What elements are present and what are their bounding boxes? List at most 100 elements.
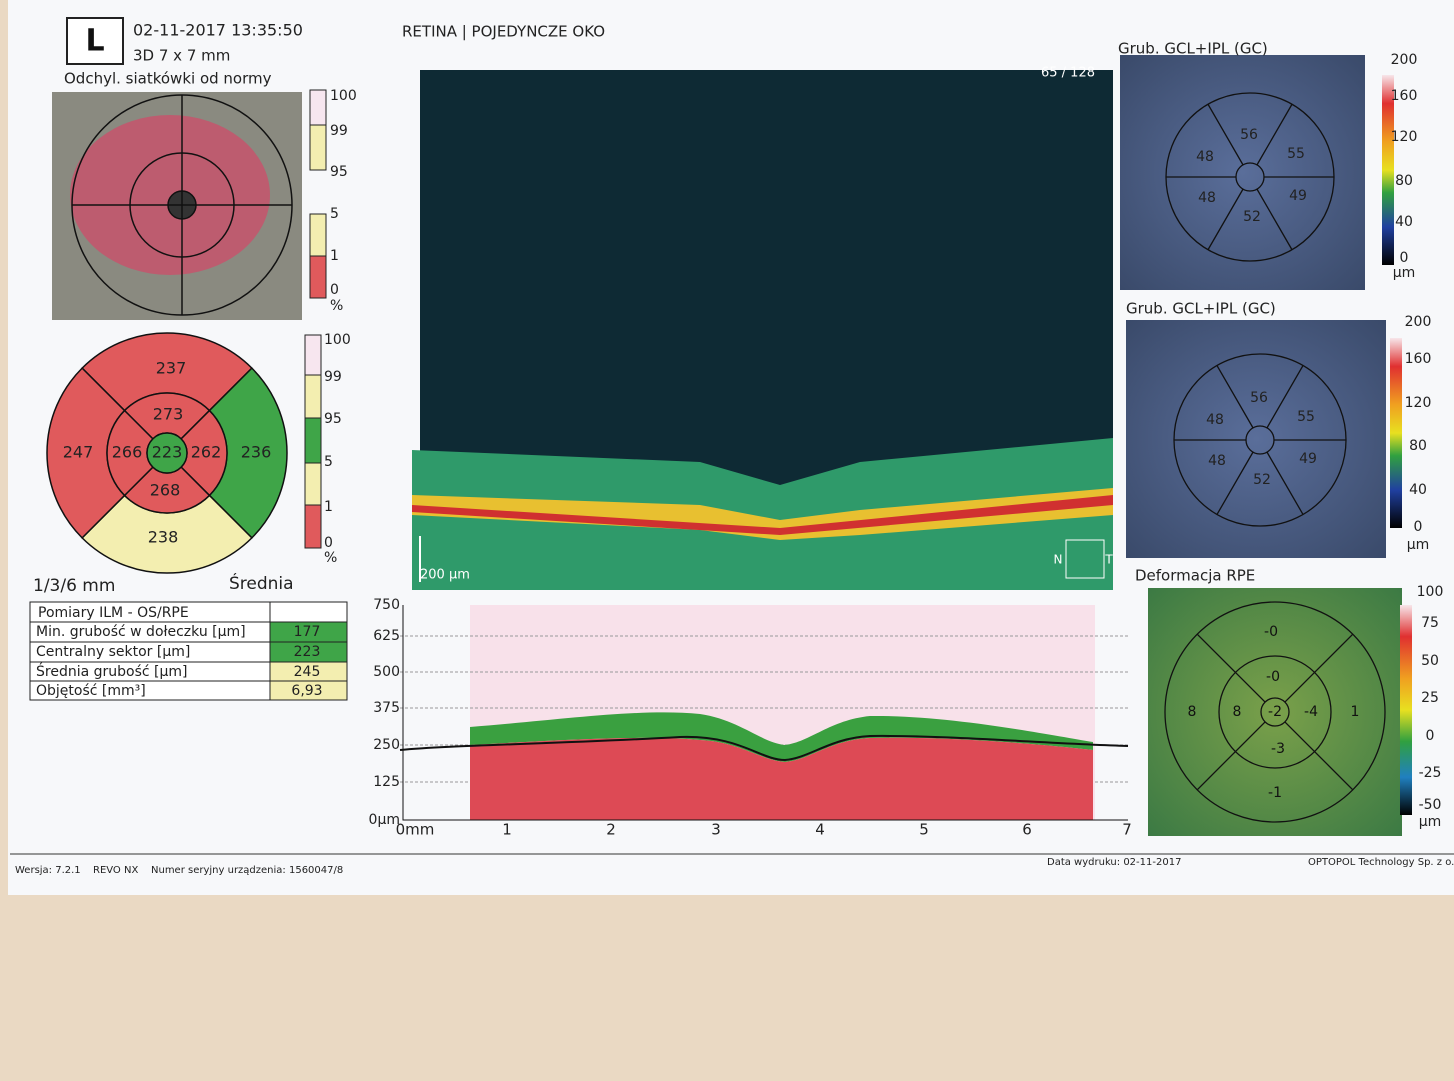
label: 40: [1395, 214, 1413, 230]
label: -3: [1271, 741, 1285, 757]
label: Średnia grubość [µm]: [36, 662, 188, 680]
label: T: [1104, 553, 1113, 567]
label: OPTOPOL Technology Sp. z o.o: [1308, 857, 1454, 868]
label: 237: [156, 359, 187, 378]
label: 95: [324, 411, 342, 427]
label: Centralny sektor [µm]: [36, 644, 190, 660]
label: 268: [150, 481, 181, 500]
label: Deformacja RPE: [1135, 567, 1255, 585]
gcl-image: [1126, 320, 1386, 558]
label: Średnia: [229, 572, 294, 594]
label: 48: [1208, 453, 1226, 469]
label: 7: [1122, 821, 1132, 839]
label: Grub. GCL+IPL (GC): [1118, 40, 1268, 58]
gcl-image: [1120, 55, 1365, 290]
label: 1/3/6 mm: [33, 576, 115, 596]
label: %: [330, 298, 343, 314]
label: 100: [324, 332, 351, 348]
label: -25: [1419, 765, 1442, 781]
label: 55: [1297, 409, 1315, 425]
label: -1: [1268, 785, 1282, 801]
label: 95: [330, 164, 348, 180]
label: 236: [241, 443, 272, 462]
label: 55: [1287, 146, 1305, 162]
label: 65 / 128: [1041, 66, 1095, 81]
label: 238: [148, 528, 179, 547]
eye-label: L: [85, 24, 104, 59]
label: 56: [1240, 127, 1258, 143]
label: 375: [373, 700, 400, 716]
label: 6: [1022, 821, 1032, 839]
label: 5: [330, 206, 339, 222]
label: Data wydruku: 02-11-2017: [1047, 857, 1181, 868]
label: 80: [1395, 173, 1413, 189]
label: -0: [1266, 669, 1280, 685]
label: -4: [1304, 704, 1318, 720]
label: 8: [1188, 704, 1197, 720]
label: 49: [1289, 188, 1307, 204]
label: 1: [324, 499, 333, 515]
label: 0: [324, 535, 333, 551]
label: 0: [1400, 250, 1409, 266]
label: 2: [606, 821, 616, 839]
color-scale: [1400, 605, 1412, 815]
label: 223: [152, 443, 183, 462]
label: RETINA | POJEDYNCZE OKO: [402, 23, 605, 41]
label: 40: [1409, 482, 1427, 498]
label: 6,93: [291, 683, 322, 699]
label: 100: [330, 88, 357, 104]
label: 50: [1421, 653, 1439, 669]
label: 223: [294, 644, 321, 660]
label: 750: [373, 597, 400, 613]
label: 262: [191, 443, 222, 462]
label: 56: [1250, 390, 1268, 406]
deviation-area: [70, 115, 270, 275]
label: 273: [153, 405, 184, 424]
label: 0: [1426, 728, 1435, 744]
label: 48: [1198, 190, 1216, 206]
label: µm: [1419, 814, 1442, 830]
label: 1: [330, 248, 339, 264]
label: -2: [1268, 704, 1282, 720]
label: N: [1054, 553, 1063, 567]
label: 3: [711, 821, 721, 839]
label: 200 µm: [420, 568, 470, 583]
report-photo: L 02-11-2017 13:35:50 3D 7 x 7 mm RETINA | …: [0, 0, 1454, 1081]
label: 8: [1233, 704, 1242, 720]
label: 200: [1391, 52, 1418, 68]
label: Wersja: 7.2.1: [15, 865, 81, 876]
label: 125: [373, 774, 400, 790]
label: 02-11-2017 13:35:50: [133, 21, 303, 40]
label: Grub. GCL+IPL (GC): [1126, 300, 1276, 318]
label: REVO NX: [93, 865, 138, 876]
label: 177: [294, 624, 321, 640]
label: 160: [1391, 88, 1418, 104]
label: 200: [1405, 314, 1432, 330]
label: 99: [330, 123, 348, 139]
label: -50: [1419, 797, 1442, 813]
label: 625: [373, 628, 400, 644]
label: 48: [1206, 412, 1224, 428]
label: 75: [1421, 615, 1439, 631]
label: 4: [815, 821, 825, 839]
label: 500: [373, 664, 400, 680]
label: Min. grubość w dołeczku [µm]: [36, 624, 246, 640]
label: 100: [1417, 584, 1444, 600]
label: 247: [63, 443, 94, 462]
label: 0: [1414, 519, 1423, 535]
label: Numer seryjny urządzenia: 1560047/8: [151, 865, 343, 876]
label: 1: [502, 821, 512, 839]
label: µm: [1407, 537, 1430, 553]
label: 80: [1409, 438, 1427, 454]
label: Objętość [mm³]: [36, 683, 146, 699]
label: Odchyl. siatkówki od normy: [64, 70, 272, 88]
label: 120: [1405, 395, 1432, 411]
label: 160: [1405, 351, 1432, 367]
label: 3D 7 x 7 mm: [133, 47, 230, 65]
label: µm: [1393, 265, 1416, 281]
label: 250: [373, 737, 400, 753]
color-scale: [1390, 338, 1402, 528]
label: 49: [1299, 451, 1317, 467]
label: 48: [1196, 149, 1214, 165]
label: 1: [1351, 704, 1360, 720]
